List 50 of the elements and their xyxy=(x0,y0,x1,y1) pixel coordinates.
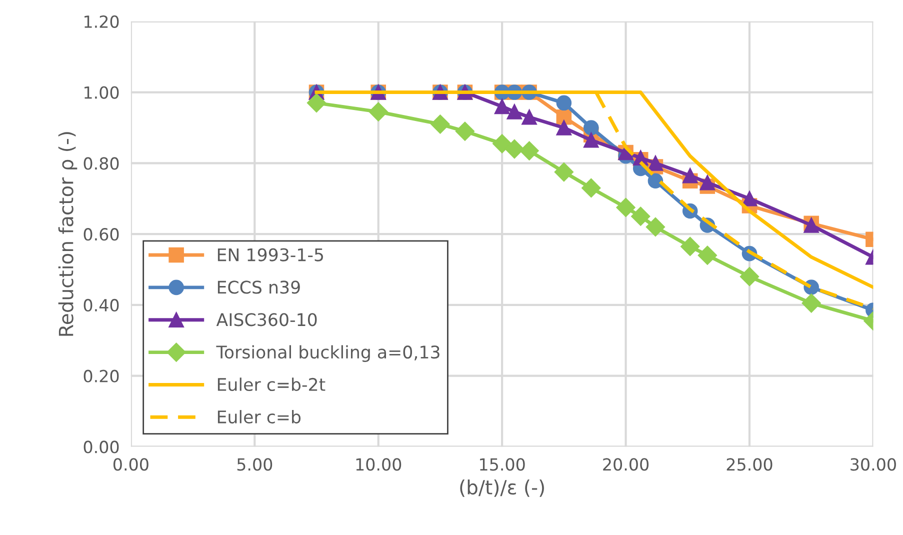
point xyxy=(506,104,522,120)
legend-label: AISC360-10 xyxy=(216,313,317,326)
point xyxy=(698,246,717,265)
point xyxy=(682,168,698,184)
point xyxy=(306,93,326,112)
point xyxy=(584,132,599,148)
y-tick-label: 0.20 xyxy=(84,370,119,382)
point xyxy=(430,114,450,134)
point xyxy=(554,162,574,182)
x-tick-label: 30.00 xyxy=(850,458,896,471)
legend-label: ECCS n39 xyxy=(218,280,300,294)
legend-label: Euler c=b xyxy=(218,410,301,424)
x-tick-label: 0.00 xyxy=(113,458,148,471)
point xyxy=(648,156,664,171)
point xyxy=(520,141,539,160)
legend-label: Torsional buckling a=0,13 xyxy=(216,345,440,362)
point xyxy=(680,236,700,256)
x-axis-title: (b/t)/ε (-) xyxy=(460,480,544,497)
legend-label: Euler c=b-2t xyxy=(218,378,326,392)
point xyxy=(802,294,821,313)
y-tick-label: 0.80 xyxy=(84,157,119,170)
point xyxy=(556,120,572,136)
point xyxy=(646,217,666,237)
point xyxy=(648,173,664,189)
point xyxy=(631,206,650,226)
y-tick-label: 0.40 xyxy=(84,298,119,312)
point xyxy=(584,120,599,136)
point xyxy=(368,102,388,122)
x-tick-label: 10.00 xyxy=(356,458,402,471)
x-tick-label: 25.00 xyxy=(726,458,772,471)
y-axis-title: Reduction factor ρ (-) xyxy=(58,132,78,336)
point xyxy=(700,175,716,190)
point xyxy=(494,98,510,114)
x-tick-label: 15.00 xyxy=(480,458,525,471)
point xyxy=(740,267,760,286)
x-tick-label: 20.00 xyxy=(603,458,649,471)
y-tick-label: 0.60 xyxy=(84,228,119,241)
y-tick-label: 1.00 xyxy=(84,86,119,99)
y-tick-label: 0.00 xyxy=(84,440,119,454)
x-tick-label: 5.00 xyxy=(237,458,272,471)
point xyxy=(556,95,572,111)
legend-label: EN 1993-1-5 xyxy=(218,248,324,262)
point xyxy=(504,139,524,159)
point xyxy=(742,190,758,206)
point xyxy=(522,109,537,125)
point xyxy=(492,134,512,154)
point xyxy=(455,122,474,141)
point xyxy=(616,198,636,218)
point xyxy=(582,178,601,198)
y-tick-label: 1.20 xyxy=(84,15,119,28)
